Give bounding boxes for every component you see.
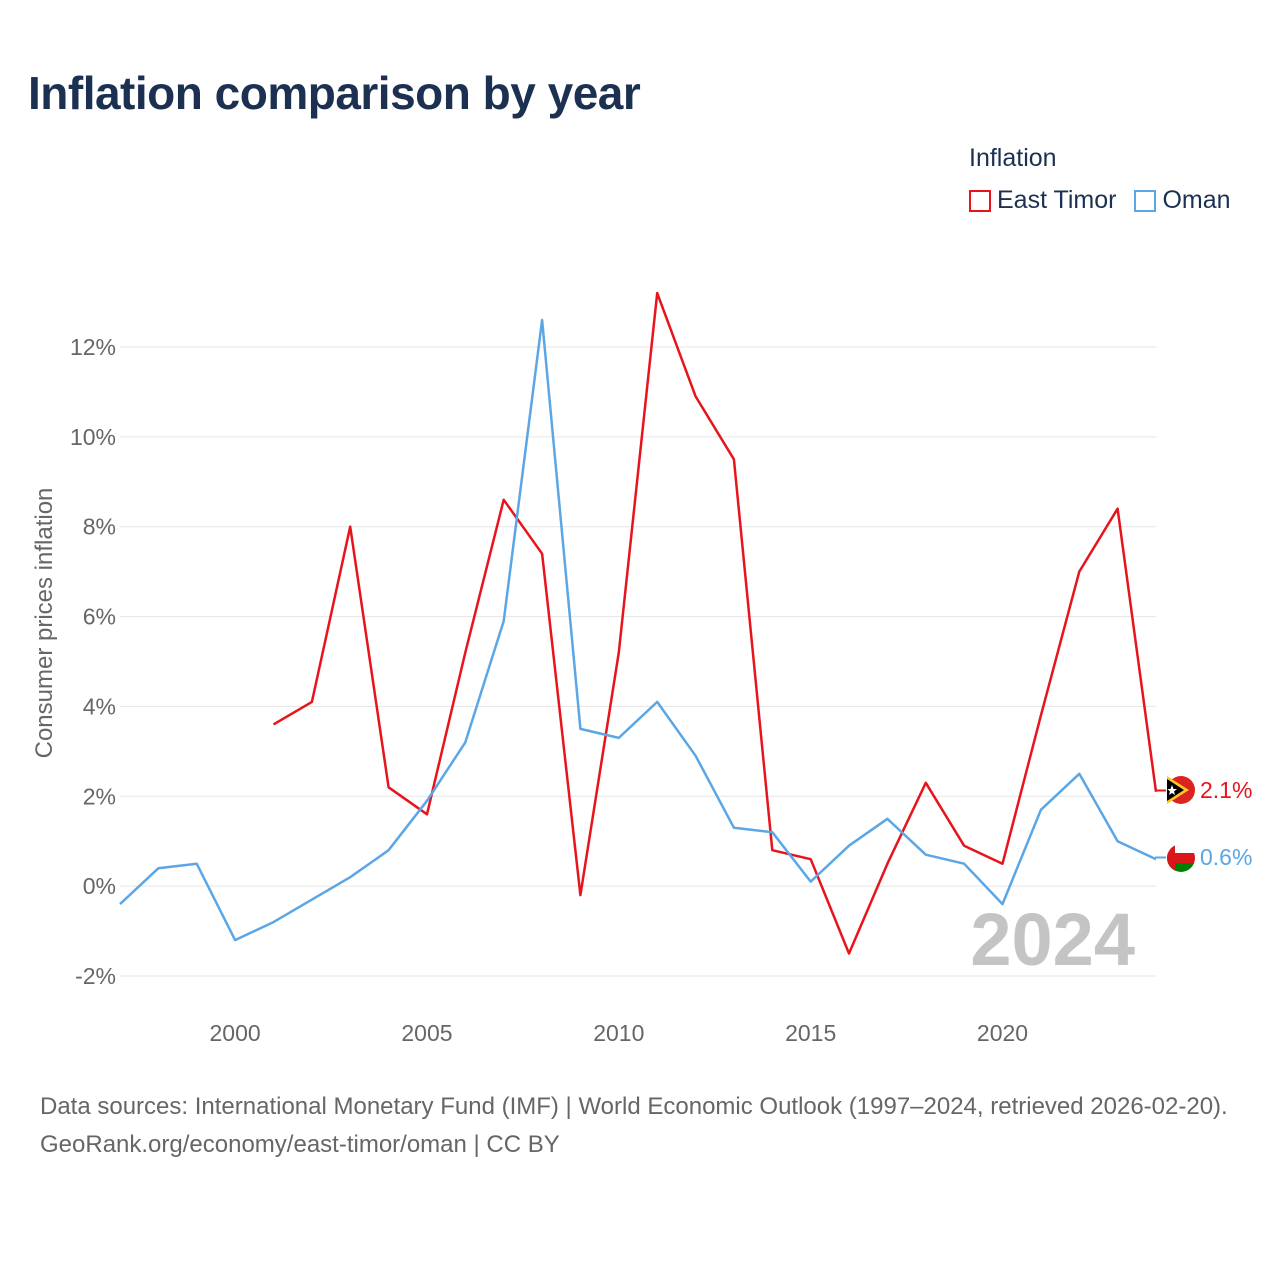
legend-title: Inflation <box>969 144 1057 172</box>
line-chart: -2% 0% 2% 4% 6% 8% 10% 12% 2000 2005 2010 2015 2020… <box>31 290 1252 1046</box>
data-point-east-timor[interactable] <box>1115 506 1121 512</box>
data-point-east-timor[interactable] <box>501 497 507 503</box>
year-watermark: 2024 <box>970 898 1135 981</box>
data-point-east-timor[interactable] <box>616 650 622 656</box>
data-point-oman[interactable] <box>1038 807 1044 813</box>
data-point-east-timor[interactable] <box>462 650 468 656</box>
data-point-oman[interactable] <box>155 865 161 871</box>
legend-label-east-timor: East Timor <box>997 186 1117 214</box>
y-tick-label: 2% <box>83 783 116 809</box>
y-tick-label: 4% <box>83 693 116 719</box>
source-link[interactable]: GeoRank.org/economy/east-timor/oman | CC… <box>40 1131 560 1158</box>
x-tick-label: 2005 <box>401 1020 452 1046</box>
data-point-east-timor[interactable] <box>347 524 353 530</box>
data-point-oman[interactable] <box>424 798 430 804</box>
legend-label-oman: Oman <box>1162 186 1231 214</box>
data-point-east-timor[interactable] <box>923 780 929 786</box>
data-point-oman[interactable] <box>386 847 392 853</box>
data-point-oman[interactable] <box>577 726 583 732</box>
legend: East Timor Oman <box>969 186 1231 215</box>
data-point-oman[interactable] <box>462 739 468 745</box>
data-point-oman[interactable] <box>693 753 699 759</box>
east-timor-end-marker: 2.1% <box>1155 776 1252 804</box>
footer: Data sources: International Monetary Fun… <box>40 1088 1250 1164</box>
data-point-oman[interactable] <box>846 843 852 849</box>
data-point-east-timor[interactable] <box>769 847 775 853</box>
data-point-east-timor[interactable] <box>271 721 277 727</box>
x-tick-label: 2015 <box>785 1020 836 1046</box>
oman-end-marker: 0.6% <box>1155 844 1252 872</box>
data-point-east-timor[interactable] <box>961 843 967 849</box>
oman-end-label: 0.6% <box>1200 844 1252 870</box>
data-point-oman[interactable] <box>769 829 775 835</box>
y-tick-label: 0% <box>83 873 116 899</box>
east-timor-end-label: 2.1% <box>1200 777 1252 803</box>
data-point-east-timor[interactable] <box>539 551 545 557</box>
data-point-oman[interactable] <box>271 919 277 925</box>
data-point-oman[interactable] <box>1000 901 1006 907</box>
data-point-east-timor[interactable] <box>577 892 583 898</box>
data-point-oman[interactable] <box>232 937 238 943</box>
y-tick-label: 6% <box>83 604 116 630</box>
data-point-east-timor[interactable] <box>309 699 315 705</box>
data-point-oman[interactable] <box>884 816 890 822</box>
data-point-east-timor[interactable] <box>1000 861 1006 867</box>
data-point-east-timor[interactable] <box>1038 712 1044 718</box>
y-tick-labels: -2% 0% 2% 4% 6% 8% 10% 12% <box>70 334 116 989</box>
legend-item-oman[interactable]: Oman <box>1134 186 1231 215</box>
data-point-oman[interactable] <box>731 825 737 831</box>
data-point-east-timor[interactable] <box>654 290 660 296</box>
data-point-oman[interactable] <box>117 901 123 907</box>
grid-lines <box>120 346 1156 977</box>
y-tick-label: 10% <box>70 424 116 450</box>
data-sources: Data sources: International Monetary Fun… <box>40 1093 1228 1120</box>
data-point-oman[interactable] <box>1115 838 1121 844</box>
data-point-east-timor[interactable] <box>846 951 852 957</box>
data-point-east-timor[interactable] <box>693 393 699 399</box>
data-point-east-timor[interactable] <box>731 456 737 462</box>
y-tick-label: 8% <box>83 514 116 540</box>
y-tick-label: -2% <box>75 963 116 989</box>
data-point-oman[interactable] <box>961 861 967 867</box>
x-tick-label: 2000 <box>210 1020 261 1046</box>
data-point-oman[interactable] <box>501 618 507 624</box>
data-point-oman[interactable] <box>347 874 353 880</box>
legend-swatch-oman <box>1134 189 1157 212</box>
data-point-east-timor[interactable] <box>1076 569 1082 575</box>
y-axis-label: Consumer prices inflation <box>31 488 58 759</box>
data-point-oman[interactable] <box>808 879 814 885</box>
chart-title: Inflation comparison by year <box>28 67 641 119</box>
data-point-oman[interactable] <box>923 852 929 858</box>
data-point-oman[interactable] <box>309 897 315 903</box>
data-point-oman[interactable] <box>539 317 545 323</box>
y-tick-label: 12% <box>70 334 116 360</box>
data-point-oman[interactable] <box>1076 771 1082 777</box>
data-point-east-timor[interactable] <box>386 784 392 790</box>
series-line-oman[interactable] <box>119 318 1157 942</box>
legend-swatch-east-timor <box>969 189 991 212</box>
data-point-oman[interactable] <box>616 735 622 741</box>
legend-item-east-timor[interactable]: East Timor <box>969 186 1116 215</box>
x-tick-labels: 2000 2005 2010 2015 2020 <box>210 1020 1029 1046</box>
x-tick-label: 2010 <box>593 1020 644 1046</box>
data-point-oman[interactable] <box>194 861 200 867</box>
series-lines <box>117 290 1158 957</box>
data-point-east-timor[interactable] <box>884 861 890 867</box>
data-point-east-timor[interactable] <box>808 856 814 862</box>
oman-flag-icon <box>1167 844 1195 872</box>
x-tick-label: 2020 <box>977 1020 1028 1046</box>
data-point-oman[interactable] <box>654 699 660 705</box>
data-point-east-timor[interactable] <box>424 811 430 817</box>
